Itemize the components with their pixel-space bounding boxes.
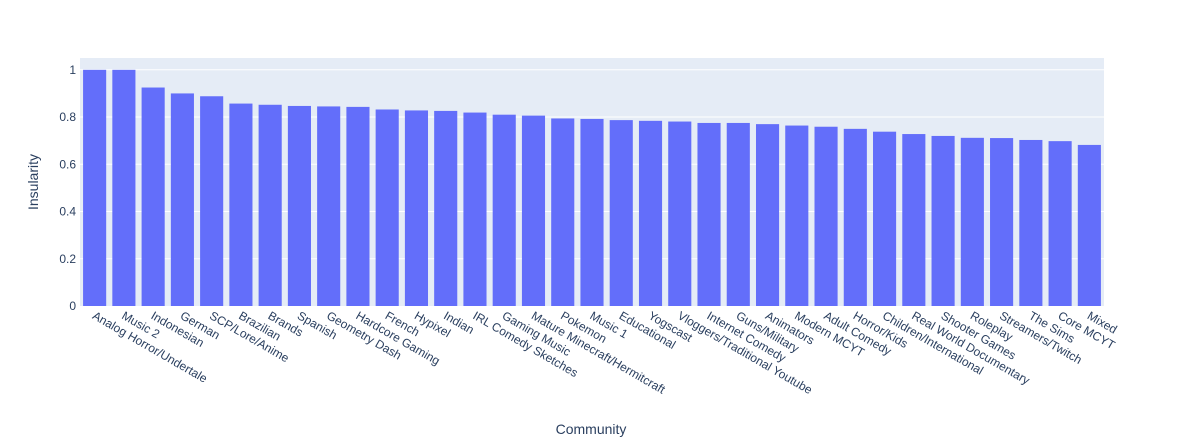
bar: [492, 114, 516, 306]
bar: [200, 96, 224, 306]
bar: [1019, 139, 1043, 306]
y-tick-label: 0.6: [59, 157, 76, 171]
bar: [668, 121, 692, 306]
bar: [814, 126, 838, 306]
bar: [434, 110, 458, 306]
bar: [551, 118, 575, 307]
y-tick-label: 0.4: [59, 205, 76, 219]
y-tick-label: 1: [69, 63, 76, 77]
bar: [346, 106, 370, 306]
bar: [317, 106, 341, 306]
bar: [1077, 144, 1101, 306]
bar: [755, 124, 780, 306]
bar: [141, 87, 165, 307]
bar: [287, 105, 311, 306]
bar: [580, 118, 604, 306]
bars: [83, 69, 1101, 307]
bar: [112, 69, 136, 306]
bar: [990, 138, 1014, 306]
bar: [931, 135, 955, 306]
y-tick-label: 0: [69, 299, 76, 313]
bar: [521, 115, 546, 306]
bar: [843, 128, 867, 306]
bar: [258, 104, 282, 307]
x-axis-title: Community: [556, 421, 627, 437]
bar: [1048, 141, 1072, 306]
bar: [170, 93, 194, 307]
y-tick-label: 0.2: [59, 252, 76, 266]
bar: [463, 112, 487, 306]
bar: [609, 120, 633, 307]
bar: [229, 103, 253, 306]
bar: [375, 109, 399, 307]
y-tick-labels: 0 0.2 0.4 0.6 0.8 1: [59, 63, 76, 313]
bar: [726, 122, 750, 306]
y-axis-title: Insularity: [25, 154, 41, 210]
bar: [83, 69, 107, 306]
y-tick-label: 0.8: [59, 110, 76, 124]
bar: [697, 122, 721, 306]
bar: [785, 125, 809, 306]
bar: [873, 131, 897, 306]
bar: [960, 137, 984, 306]
bar: [404, 110, 429, 307]
bar: [902, 134, 926, 306]
bar: [638, 120, 663, 306]
